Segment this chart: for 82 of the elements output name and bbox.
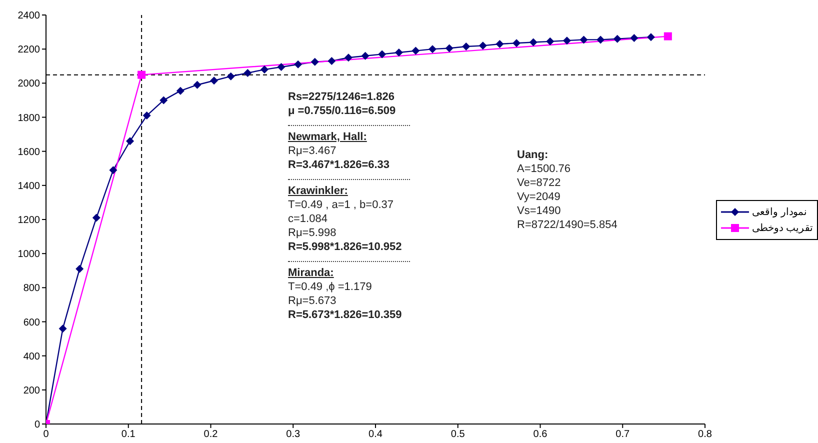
point (160, 96, 168, 104)
point (478, 42, 487, 50)
annotation: Rμ=5.673 (288, 294, 338, 308)
annotation: R=5.998*1.826=10.952 (288, 240, 403, 254)
y-tick-label: 1400 (18, 180, 40, 192)
point (260, 66, 268, 74)
y-tick-label: 200 (23, 385, 40, 396)
annotation: Ve=8722 (517, 176, 562, 190)
annotation: Miranda: (288, 266, 335, 280)
point (512, 39, 521, 48)
point (630, 34, 638, 42)
point (126, 137, 134, 146)
point (277, 62, 286, 71)
annotation: Krawinkler: (288, 184, 349, 198)
annotation: Newmark, Hall: (288, 130, 368, 144)
y-tick-label: 2200 (18, 44, 40, 56)
annotation: c=1.084 (288, 212, 328, 226)
point (378, 50, 386, 58)
point (142, 112, 151, 120)
legend-label: تقریب دوخطی (752, 222, 813, 234)
point (394, 48, 403, 56)
point (412, 46, 420, 55)
point (176, 86, 184, 95)
x-tick-label: 0.5 (450, 429, 466, 440)
y-tick-label: 1800 (18, 112, 40, 124)
legend-label: نمودار واقعی (752, 206, 807, 218)
y-tick-label: 2000 (18, 78, 40, 90)
x-tick-label: 0.4 (368, 429, 383, 440)
annotation: Rs=2275/1246=1.826 (288, 90, 396, 104)
point (92, 214, 100, 222)
point (664, 32, 672, 40)
y-tick-label: 1000 (18, 249, 40, 260)
point (562, 36, 571, 45)
point (462, 42, 470, 51)
annotation: Uang: (517, 148, 550, 162)
annotation: T=0.49 ,ϕ =1.179 (288, 280, 373, 294)
y-tick-label: 600 (23, 317, 40, 328)
point (361, 52, 370, 60)
point (109, 166, 118, 174)
y-tick-label: 2400 (18, 10, 40, 22)
annotation: R=8722/1490=5.854 (517, 218, 618, 232)
point (138, 70, 146, 79)
point (445, 44, 454, 52)
point (226, 72, 235, 80)
x-tick-label: 0 (43, 429, 50, 440)
annotation: Rμ=3.467 (288, 144, 338, 158)
annotation: Vs=1490 (517, 204, 562, 218)
point (58, 324, 67, 333)
annotation: R=5.673*1.826=10.359 (288, 308, 403, 322)
y-tick-label: 400 (23, 351, 40, 362)
x-tick-label: 0.7 (616, 429, 630, 440)
point (310, 58, 319, 66)
point (210, 76, 218, 85)
annotation: Vy=2049 (517, 190, 562, 204)
point (328, 57, 336, 66)
point (613, 34, 622, 43)
point (76, 264, 84, 273)
annotation: μ =0.755/0.116=6.509 (288, 104, 397, 118)
point (294, 60, 302, 68)
point (193, 80, 202, 89)
annotation: T=0.49 , a=1 , b=0.37 (288, 198, 394, 212)
x-tick-label: 0.1 (121, 429, 136, 440)
annotation: A=1500.76 (517, 162, 572, 176)
x-tick-label: 0.2 (204, 429, 218, 440)
x-tick-label: 0.3 (286, 429, 301, 440)
y-tick-label: 1600 (18, 146, 40, 158)
point (596, 36, 605, 44)
point (496, 40, 504, 48)
point (580, 36, 588, 44)
point (244, 68, 252, 77)
point (344, 54, 352, 62)
x-tick-label: 0.8 (698, 429, 712, 440)
annotation: Rμ=5.998 (288, 226, 338, 240)
annotation: R=3.467*1.826=6.33 (288, 158, 391, 172)
point (428, 45, 437, 54)
y-tick-label: 1200 (18, 215, 40, 226)
point (546, 37, 554, 46)
point (529, 38, 538, 46)
point (646, 33, 655, 42)
y-tick-label: 0 (34, 420, 40, 431)
x-tick-label: 0.6 (533, 429, 548, 440)
y-tick-label: 800 (23, 283, 40, 294)
